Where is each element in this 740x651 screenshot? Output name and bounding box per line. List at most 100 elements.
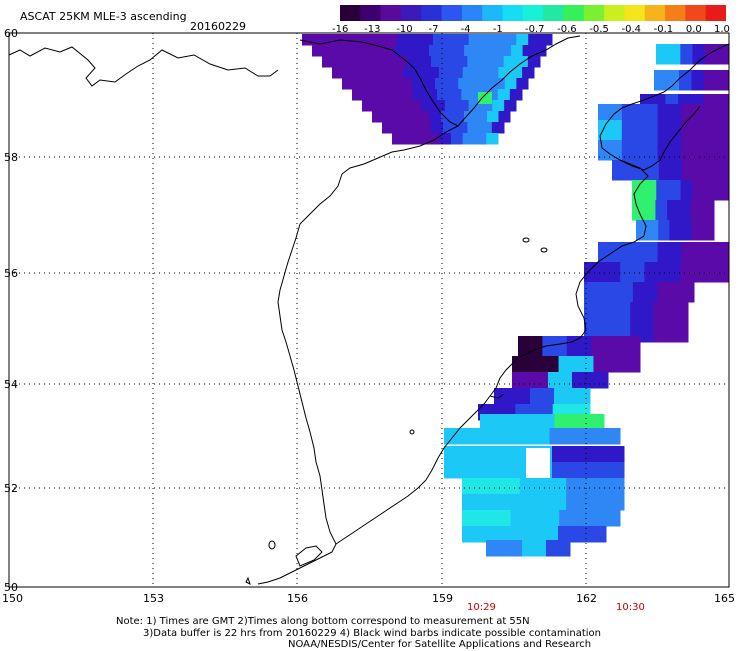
swath-cell: [584, 428, 598, 445]
swath-cell: [496, 478, 509, 495]
swath-cell: [437, 89, 450, 101]
swath-cell: [473, 494, 486, 511]
colorbar-swatch: [441, 5, 463, 21]
swath-cell: [593, 356, 606, 373]
swath-cell: [498, 111, 511, 123]
swath-cell: [342, 78, 355, 90]
swath-cell: [552, 462, 565, 479]
swath-cell: [335, 45, 348, 57]
swath-cell: [322, 56, 335, 68]
swath-cell: [464, 45, 477, 57]
swath-cell: [600, 446, 613, 463]
swath-cell: [358, 56, 371, 68]
colorbar-label: 1.0: [714, 24, 730, 35]
swath-cell: [549, 428, 562, 445]
swath-cell: [503, 56, 517, 68]
swath-cell: [510, 540, 523, 557]
swath-cell: [480, 446, 493, 463]
swath-cell: [347, 45, 360, 57]
swath-cell: [498, 540, 511, 557]
colorbar-label: -0.7: [525, 24, 545, 35]
swath-cell: [499, 45, 512, 57]
swath-cell: [554, 478, 567, 495]
colorbar-swatch: [400, 5, 422, 21]
swath-cell: [480, 414, 493, 431]
swath-cell: [517, 414, 531, 431]
swath-cell: [693, 104, 706, 125]
swath-cell: [692, 180, 706, 201]
swath-cell: [645, 282, 658, 303]
swath-cell: [654, 70, 667, 91]
swath-cell: [464, 111, 476, 123]
swath-cell: [443, 122, 456, 134]
swath-cell: [560, 372, 573, 389]
swath-cell: [669, 242, 682, 263]
swath-cell: [669, 282, 683, 303]
swath-cell: [487, 111, 499, 123]
swath-cell: [543, 478, 556, 495]
colorbar-swatch: [360, 5, 382, 21]
swath-cell: [486, 510, 499, 527]
swath-cell: [367, 67, 381, 79]
colorbar-label: -4: [460, 24, 471, 35]
swath-cell: [429, 111, 442, 123]
swath-cell: [554, 494, 567, 511]
swath-cell: [667, 200, 680, 221]
swath-cell: [438, 67, 452, 79]
swath-cell: [633, 120, 647, 141]
swath-cell: [514, 428, 527, 445]
swath-cell: [474, 67, 487, 79]
swath-cell: [704, 262, 718, 283]
swath-cell: [515, 56, 529, 68]
swath-cell: [462, 478, 475, 495]
swath-cell: [608, 428, 621, 445]
scatterometer-swath: [302, 34, 730, 557]
swath-cell: [479, 56, 493, 68]
colorbar-label: -1: [492, 24, 503, 35]
swath-cell: [576, 446, 589, 463]
swath-cell: [468, 34, 482, 46]
swath-cell: [469, 78, 482, 90]
swath-cell: [506, 388, 519, 405]
swath-cell: [579, 336, 592, 357]
swath-cell: [385, 100, 399, 112]
swath-cell: [609, 242, 623, 263]
swath-cell: [643, 200, 656, 221]
swath-cell: [692, 44, 706, 65]
swath-cell: [429, 45, 442, 57]
swath-cell: [645, 104, 659, 125]
lat-label: 60: [4, 27, 18, 40]
swath-cell: [382, 122, 395, 134]
swath-cell: [577, 494, 590, 511]
swath-cell: [394, 56, 408, 68]
swath-cell: [576, 462, 589, 479]
swath-cell: [529, 414, 543, 431]
swath-cell: [391, 67, 404, 79]
swath-cell: [691, 220, 704, 241]
swath-cell: [455, 122, 468, 134]
swath-cell: [676, 322, 689, 343]
colorbar-swatch: [502, 5, 524, 21]
swath-cell: [628, 356, 641, 373]
swath-cell: [612, 446, 625, 463]
swath-cell: [682, 160, 695, 181]
swath-cell: [455, 428, 468, 445]
swath-cell: [468, 446, 481, 463]
swath-cell: [361, 34, 374, 46]
swath-cell: [462, 494, 475, 511]
swath-cell: [485, 494, 498, 511]
swath-cell: [603, 336, 617, 357]
swath-cell: [415, 133, 428, 145]
swath-cell: [607, 302, 620, 323]
swath-cell: [388, 78, 401, 90]
colorbar-swatch: [380, 5, 402, 21]
swath-cell: [516, 446, 529, 463]
swath-cell: [406, 111, 419, 123]
swath-cell: [578, 388, 591, 405]
swath-cell: [510, 67, 523, 79]
swath-cell: [669, 120, 682, 141]
swath-cell: [554, 388, 567, 405]
swath-cell: [492, 462, 505, 479]
swath-cell: [504, 78, 517, 90]
swath-cell: [486, 540, 499, 557]
